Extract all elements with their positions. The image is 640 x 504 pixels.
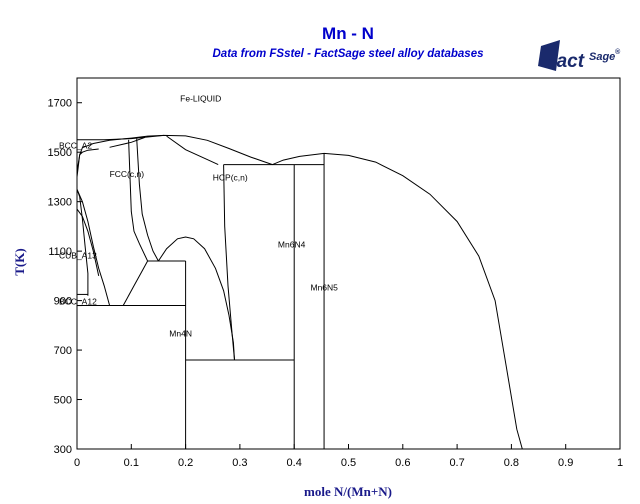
region-label: HCP(c,n) <box>213 173 248 183</box>
region-label: BCC_A2 <box>59 140 92 150</box>
logo-brand: Fact <box>545 51 585 72</box>
x-tick-label: 0.4 <box>287 457 302 469</box>
y-tick-label: 900 <box>54 296 72 308</box>
boundary-hcp-liquid-right <box>166 135 219 166</box>
region-label: Mn6N5 <box>310 283 338 293</box>
x-axis: 0 0.1 0.2 0.3 0.4 0.5 0.6 0.7 0.8 0.9 1 <box>74 444 623 469</box>
x-tick-label: 0.6 <box>395 457 410 469</box>
x-tick-label: 0.5 <box>341 457 356 469</box>
boundary-fcc-hcp-left <box>128 139 149 262</box>
logo-swoosh-icon <box>538 40 560 71</box>
y-axis-title: T(K) <box>12 248 27 275</box>
x-tick-label: 0 <box>74 457 80 469</box>
y-tick-label: 1500 <box>48 147 72 159</box>
factsage-logo: Fact Sage ® <box>538 40 621 72</box>
logo-suffix: Sage <box>589 51 615 63</box>
boundary-hcp-mn4n-left <box>157 236 235 361</box>
y-tick-label: 1100 <box>48 246 72 258</box>
region-label: Fe-LIQUID <box>180 93 221 103</box>
boundary-hcp-mn6n4-left <box>223 164 235 361</box>
x-tick-label: 0.9 <box>558 457 573 469</box>
boundary-bcc-fcc-inner <box>76 148 99 173</box>
x-tick-label: 0.1 <box>124 457 139 469</box>
region-label: BCC_A12 <box>59 296 97 306</box>
region-label: FCC(c,n) <box>110 169 145 179</box>
boundary-fcc-eutectoid <box>122 260 149 306</box>
chart-subtitle: Data from FSstel - FactSage steel alloy … <box>213 48 484 60</box>
phase-boundaries <box>76 134 523 450</box>
x-tick-label: 0.8 <box>504 457 519 469</box>
region-label: Mn6N4 <box>278 239 306 249</box>
chart-title: Mn - N <box>322 24 374 43</box>
y-tick-label: 500 <box>54 395 72 407</box>
x-tick-label: 0.7 <box>449 457 464 469</box>
x-axis-title: mole N/(Mn+N) <box>304 484 392 499</box>
boundary-liquidus <box>76 134 273 177</box>
y-tick-label: 1300 <box>48 197 72 209</box>
x-tick-label: 0.3 <box>232 457 247 469</box>
boundary-solidus-bcc <box>76 134 164 177</box>
boundary-fcc-hcp-right <box>136 138 159 262</box>
boundary-cub-left <box>76 189 89 296</box>
region-label: CUB_A13 <box>59 251 97 261</box>
logo-registered-mark: ® <box>615 48 621 56</box>
region-labels: Fe-LIQUID BCC_A2 FCC(c,n) HCP(c,n) CUB_A13 BC… <box>59 93 338 338</box>
x-tick-label: 1 <box>617 457 623 469</box>
boundary-bcc-fcc-outer <box>109 136 146 148</box>
y-tick-label: 1700 <box>48 98 72 110</box>
boundary-cub-fcc-left <box>76 208 100 277</box>
boundary-bcc-low <box>76 189 111 306</box>
region-label: Mn4N <box>169 328 192 338</box>
boundary-liquidus-n-rich <box>272 152 523 450</box>
y-tick-label: 700 <box>54 345 72 357</box>
x-tick-label: 0.2 <box>178 457 193 469</box>
y-axis: 300 500 700 900 1100 1300 1500 1700 <box>48 98 82 456</box>
y-tick-label: 300 <box>54 444 72 456</box>
plot-frame <box>76 77 621 450</box>
